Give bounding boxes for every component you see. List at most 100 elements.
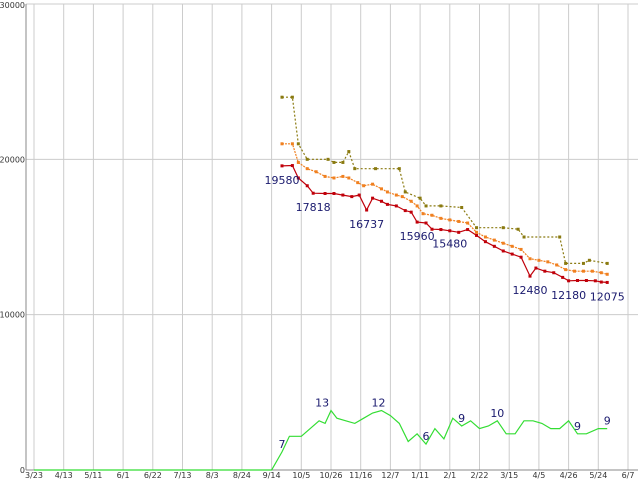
series-line-price_avg — [282, 143, 608, 275]
data-point-price_min — [584, 278, 588, 282]
data-point-price_min — [534, 266, 538, 270]
data-point-price_min — [415, 220, 419, 224]
x-tick-label: 5/11 — [84, 471, 102, 480]
data-point-price_max — [522, 235, 526, 239]
x-tick-label: 4/13 — [55, 471, 73, 480]
x-tick-label: 9/14 — [263, 471, 281, 480]
data-point-price_avg — [394, 193, 398, 197]
x-tick-label: 12/7 — [381, 471, 399, 480]
data-label: 6 — [423, 430, 430, 443]
data-point-price_max — [516, 227, 520, 231]
data-point-price_min — [561, 275, 565, 279]
x-tick-label: 8/24 — [233, 471, 251, 480]
x-tick-label: 6/22 — [144, 471, 162, 480]
data-point-price_min — [448, 229, 452, 233]
series-lines — [34, 95, 609, 471]
data-point-price_avg — [356, 181, 360, 185]
x-tick-label: 2/1 — [443, 471, 456, 480]
data-point-price_avg — [564, 268, 568, 272]
data-point-price_min — [323, 192, 327, 196]
data-point-price_avg — [439, 216, 443, 220]
data-point-price_avg — [415, 204, 419, 208]
x-tick-label: 10/26 — [319, 471, 342, 480]
data-point-price_min — [567, 279, 571, 283]
data-point-price_avg — [581, 269, 585, 273]
data-point-price_avg — [379, 187, 383, 191]
data-point-price_max — [587, 258, 591, 262]
data-point-price_max — [424, 204, 428, 208]
data-point-price_min — [599, 280, 603, 284]
series-line-shops — [34, 409, 608, 471]
data-point-price_avg — [519, 247, 523, 251]
x-tick-label: 1/11 — [411, 471, 429, 480]
data-label: 15480 — [432, 238, 467, 251]
data-point-price_avg — [409, 199, 413, 203]
data-point-price_min — [483, 240, 487, 244]
data-point-price_avg — [430, 213, 434, 217]
data-point-price_avg — [555, 263, 559, 267]
data-point-price_min — [424, 221, 428, 225]
data-point-price_avg — [347, 176, 351, 180]
data-point-price_max — [280, 95, 284, 99]
data-point-price_avg — [537, 258, 541, 262]
data-point-price_max — [558, 235, 562, 239]
x-tick-label: 4/26 — [560, 471, 578, 480]
x-tick-label: 6/7 — [622, 471, 635, 480]
data-point-price_avg — [280, 142, 284, 146]
data-point-price_max — [290, 95, 294, 99]
data-point-price_avg — [305, 167, 309, 171]
data-point-price_avg — [332, 176, 336, 180]
data-label: 19580 — [264, 174, 299, 187]
data-point-price_avg — [341, 174, 345, 178]
data-label: 12180 — [551, 289, 586, 302]
data-point-price_avg — [290, 142, 294, 146]
data-point-price_max — [501, 226, 505, 230]
data-label: 9 — [574, 420, 581, 433]
data-point-price_avg — [385, 190, 389, 194]
data-point-price_min — [492, 244, 496, 248]
data-point-price_min — [457, 230, 461, 234]
data-point-price_avg — [483, 235, 487, 239]
x-axis-ticks: 3/23 4/13 5/11 6/1 6/22 7/13 8/3 8/24 9/14 10/5 10… — [25, 471, 634, 480]
x-tick-label: 3/23 — [25, 471, 43, 480]
data-point-price_avg — [475, 230, 479, 234]
data-point-price_min — [528, 274, 532, 278]
data-point-price_max — [374, 167, 378, 171]
y-tick-label: 10000 — [0, 311, 25, 320]
data-point-price_max — [296, 142, 300, 146]
x-tick-label: 2/22 — [471, 471, 489, 480]
y-tick-label: 0 — [20, 466, 25, 475]
data-point-price_avg — [448, 218, 452, 222]
data-point-price_min — [439, 228, 443, 232]
x-tick-label: 6/1 — [117, 471, 130, 480]
data-point-price_avg — [510, 244, 514, 248]
data-point-price_max — [353, 167, 357, 171]
data-point-price_avg — [492, 238, 496, 242]
data-point-price_avg — [573, 269, 577, 273]
data-point-price_max — [305, 157, 309, 161]
x-tick-label: 3/15 — [500, 471, 518, 480]
data-point-price_min — [357, 193, 361, 197]
data-point-price_min — [543, 269, 547, 273]
data-point-price_min — [394, 204, 398, 208]
data-point-price_min — [501, 249, 505, 253]
data-point-price_avg — [323, 174, 327, 178]
data-point-price_min — [371, 196, 375, 200]
data-point-price_min — [510, 252, 514, 256]
data-point-price_avg — [546, 260, 550, 264]
data-point-price_max — [581, 261, 585, 265]
data-point-price_max — [460, 205, 464, 209]
x-tick-label: 5/24 — [589, 471, 607, 480]
data-point-price_avg — [362, 184, 366, 188]
data-label: 17818 — [296, 201, 331, 214]
data-label: 9 — [604, 415, 611, 428]
data-point-price_min — [332, 192, 336, 196]
data-label: 10 — [490, 407, 504, 420]
x-tick-label: 10/5 — [292, 471, 310, 480]
data-point-price_avg — [421, 212, 425, 216]
data-point-price_avg — [466, 221, 470, 225]
data-point-price_min — [350, 195, 354, 199]
